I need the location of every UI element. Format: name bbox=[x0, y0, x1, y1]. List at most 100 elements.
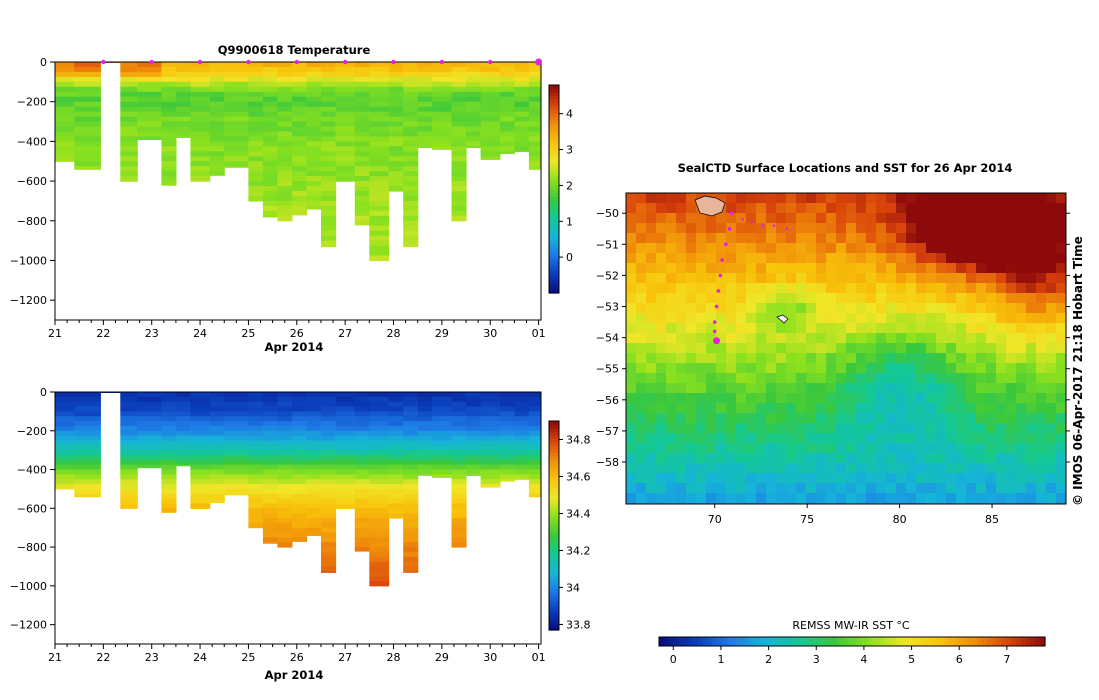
salinity-colorbar-segment bbox=[549, 539, 559, 544]
sst-cell bbox=[676, 333, 687, 344]
sst-cell bbox=[916, 333, 927, 344]
salinity-cell bbox=[224, 396, 250, 403]
temperature-colorbar-segment bbox=[549, 241, 559, 246]
sst-cell bbox=[936, 193, 947, 204]
sst-cell bbox=[966, 383, 977, 394]
sst-cell bbox=[636, 423, 647, 434]
temperature-cell bbox=[354, 186, 370, 192]
sst-cell bbox=[676, 323, 687, 334]
sst-cell bbox=[986, 303, 997, 314]
sst-cell bbox=[1046, 503, 1057, 504]
sst-cell bbox=[666, 263, 677, 274]
salinity-cell bbox=[161, 416, 177, 422]
sst-cell bbox=[926, 263, 937, 274]
salinity-cell bbox=[451, 484, 467, 490]
temperature-cell bbox=[388, 131, 404, 138]
salinity-cell bbox=[321, 450, 337, 456]
sst-cell bbox=[786, 403, 797, 414]
temperature-cell bbox=[499, 131, 515, 138]
temperature-colorbar-segment bbox=[549, 234, 559, 239]
temperature-cell bbox=[480, 67, 501, 73]
salinity-cell bbox=[209, 401, 225, 408]
sst-cell bbox=[826, 303, 837, 314]
salinity-cell bbox=[292, 401, 308, 408]
sst-cell bbox=[746, 503, 757, 504]
temperature-cell bbox=[480, 111, 501, 118]
sst-cell bbox=[846, 383, 857, 394]
temperature-profile-marker bbox=[246, 59, 251, 65]
temperature-cell bbox=[161, 151, 177, 157]
temperature-cell bbox=[137, 136, 162, 140]
salinity-cell bbox=[403, 401, 419, 408]
sst-cell bbox=[816, 373, 827, 384]
sst-cell bbox=[1026, 303, 1037, 314]
temperature-cell bbox=[321, 146, 337, 152]
temperature-cell bbox=[369, 250, 390, 257]
salinity-cell bbox=[117, 469, 138, 475]
sst-cell bbox=[866, 353, 877, 364]
salinity-cell bbox=[209, 469, 225, 475]
temperature-cell bbox=[190, 136, 211, 142]
sst-cell bbox=[836, 213, 847, 224]
sst-cell bbox=[906, 353, 917, 364]
sst-map-y-tick-label: −50 bbox=[596, 207, 619, 220]
temperature-cell bbox=[224, 96, 250, 103]
sst-cell bbox=[856, 333, 867, 344]
temperature-cell bbox=[224, 136, 250, 142]
sst-cell bbox=[746, 273, 757, 284]
sst-cell bbox=[726, 443, 737, 454]
salinity-cell bbox=[74, 459, 119, 466]
sst-cell bbox=[656, 313, 667, 324]
temperature-cell bbox=[306, 205, 322, 210]
salinity-cell bbox=[262, 532, 278, 538]
salinity-cell bbox=[403, 571, 419, 573]
salinity-cell bbox=[55, 455, 75, 461]
sst-colorbar-segment bbox=[692, 637, 699, 646]
sst-cell bbox=[1026, 463, 1037, 474]
temperature-cell bbox=[55, 116, 75, 123]
salinity-cell bbox=[480, 406, 501, 412]
temperature-cell bbox=[466, 62, 482, 68]
sst-cell bbox=[716, 463, 727, 474]
sst-cell bbox=[626, 283, 637, 294]
sst-map-x-tick-label: 85 bbox=[985, 513, 999, 526]
temperature-cell bbox=[209, 96, 225, 103]
temperature-title: Q9900618 Temperature bbox=[218, 43, 371, 57]
temperature-cell bbox=[528, 111, 541, 118]
sst-cell bbox=[636, 303, 647, 314]
temperature-cell bbox=[451, 67, 467, 73]
sst-cell bbox=[1016, 213, 1027, 224]
sst-cell bbox=[716, 393, 727, 404]
salinity-cell bbox=[499, 440, 515, 446]
salinity-cell bbox=[277, 435, 293, 441]
temperature-cell bbox=[417, 141, 433, 147]
sst-cell bbox=[856, 213, 867, 224]
temperature-cell bbox=[480, 101, 501, 108]
sst-cell bbox=[776, 373, 787, 384]
sst-cell bbox=[756, 203, 767, 214]
sst-cell bbox=[766, 283, 777, 294]
sst-cell bbox=[926, 193, 937, 204]
temperature-x-tick-label: 21 bbox=[48, 327, 62, 340]
sst-cell bbox=[716, 483, 727, 494]
sst-cell bbox=[696, 413, 707, 424]
sst-cell bbox=[1046, 193, 1057, 204]
salinity-cell bbox=[480, 416, 501, 422]
sst-cell bbox=[676, 213, 687, 224]
sst-cell bbox=[906, 473, 917, 484]
sst-cell bbox=[736, 403, 747, 414]
sst-cell bbox=[856, 443, 867, 454]
temperature-cell bbox=[262, 171, 278, 177]
salinity-cell bbox=[161, 459, 177, 466]
temperature-colorbar-segment bbox=[549, 178, 559, 183]
sst-cell bbox=[986, 503, 997, 504]
salinity-cell bbox=[248, 445, 264, 451]
salinity-cell bbox=[480, 464, 501, 471]
temperature-cell bbox=[55, 62, 75, 68]
sst-cell bbox=[896, 243, 907, 254]
sst-cell bbox=[996, 353, 1007, 364]
temperature-cell bbox=[369, 151, 390, 157]
salinity-cell bbox=[388, 479, 404, 485]
sst-cell bbox=[866, 503, 877, 504]
sst-cell bbox=[976, 223, 987, 234]
